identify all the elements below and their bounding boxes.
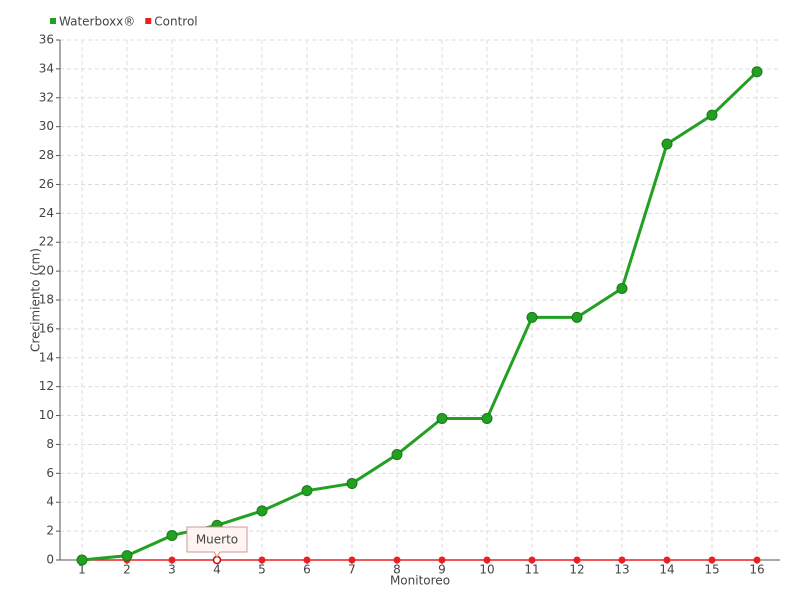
data-point — [393, 556, 401, 564]
data-point — [168, 556, 176, 564]
legend-swatch — [50, 18, 56, 24]
y-tick-label: 28 — [39, 148, 54, 162]
data-point — [256, 505, 268, 517]
x-tick-label: 13 — [614, 563, 629, 577]
x-tick-label: 14 — [659, 563, 674, 577]
y-tick-label: 36 — [39, 33, 54, 47]
data-point — [391, 449, 403, 461]
x-tick-label: 11 — [524, 563, 539, 577]
data-point — [301, 485, 313, 497]
y-axis-title: Crecimiento (cm) — [29, 248, 43, 352]
x-axis-title: Monitoreo — [390, 574, 450, 588]
x-tick-label: 10 — [479, 563, 494, 577]
y-tick-label: 16 — [39, 321, 54, 335]
y-tick-label: 14 — [39, 350, 54, 364]
y-tick-label: 6 — [46, 466, 54, 480]
data-point — [528, 556, 536, 564]
data-point — [303, 556, 311, 564]
x-tick-label: 5 — [258, 563, 266, 577]
y-tick-label: 0 — [46, 553, 54, 567]
legend-swatch — [145, 18, 152, 24]
x-tick-label: 1 — [78, 563, 86, 577]
y-tick-label: 12 — [39, 379, 54, 393]
y-tick-label: 26 — [39, 177, 54, 191]
y-tick-label: 20 — [39, 264, 54, 278]
y-tick-label: 30 — [39, 119, 54, 133]
y-tick-label: 4 — [46, 495, 54, 509]
x-tick-label: 12 — [569, 563, 584, 577]
data-point — [436, 412, 448, 424]
y-tick-label: 24 — [39, 206, 54, 220]
y-tick-label: 2 — [46, 524, 54, 538]
data-point — [526, 311, 538, 323]
data-point — [258, 556, 266, 564]
data-point — [753, 556, 761, 564]
data-point — [571, 311, 583, 323]
data-point — [618, 556, 626, 564]
data-point — [573, 556, 581, 564]
y-tick-label: 32 — [39, 90, 54, 104]
x-tick-label: 7 — [348, 563, 356, 577]
data-point — [661, 138, 673, 150]
data-point — [76, 554, 88, 566]
data-point — [481, 412, 493, 424]
annotation-text: Muerto — [196, 533, 238, 547]
data-point — [166, 529, 178, 541]
y-tick-label: 8 — [46, 437, 54, 451]
annotation: Muerto — [186, 526, 248, 558]
data-point — [121, 550, 133, 562]
x-tick-label: 2 — [123, 563, 131, 577]
y-tick-label: 10 — [39, 408, 54, 422]
x-tick-label: 15 — [704, 563, 719, 577]
legend-label: Control — [154, 15, 197, 29]
x-tick-label: 8 — [393, 563, 401, 577]
x-tick-label: 3 — [168, 563, 176, 577]
data-point — [438, 556, 446, 564]
y-tick-label: 18 — [39, 293, 54, 307]
series-line — [81, 70, 759, 562]
data-point — [483, 556, 491, 564]
x-tick-label: 9 — [438, 563, 446, 577]
data-point — [346, 477, 358, 489]
data-point — [751, 66, 763, 78]
x-tick-label: 6 — [303, 563, 311, 577]
x-tick-label: 4 — [213, 563, 221, 577]
y-tick-label: 22 — [39, 235, 54, 249]
data-point — [616, 282, 628, 294]
data-point — [348, 556, 356, 564]
annotation-box — [186, 526, 248, 558]
data-point — [663, 556, 671, 564]
data-point — [706, 109, 718, 121]
y-tick-label: 34 — [39, 61, 54, 75]
data-point — [708, 556, 716, 564]
x-tick-label: 16 — [749, 563, 764, 577]
legend-label: Waterboxx® — [59, 15, 135, 29]
